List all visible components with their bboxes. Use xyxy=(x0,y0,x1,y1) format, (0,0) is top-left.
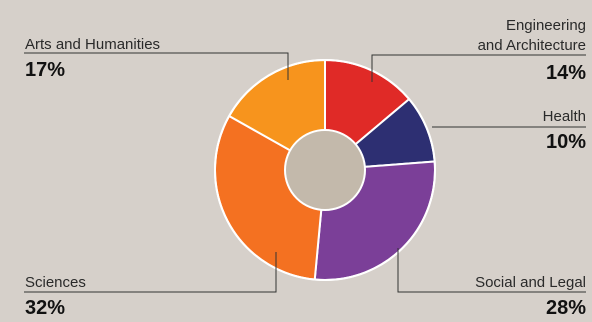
label-arts-name: Arts and Humanities xyxy=(25,36,160,53)
leader-line-arts xyxy=(24,52,289,80)
leader-line-social xyxy=(397,248,586,293)
donut-outer-ring xyxy=(214,59,436,281)
leader-line-engineering xyxy=(371,54,586,82)
label-engineering-name-2: and Architecture xyxy=(478,37,586,54)
label-sciences-value: 32% xyxy=(25,297,65,319)
label-arts-value: 17% xyxy=(25,59,65,81)
label-health-value: 10% xyxy=(546,131,586,153)
leader-line-sciences xyxy=(24,252,277,293)
label-social-value: 28% xyxy=(546,297,586,319)
label-sciences-name: Sciences xyxy=(25,274,86,291)
label-engineering-value: 14% xyxy=(546,62,586,84)
label-engineering-name-1: Engineering xyxy=(506,17,586,34)
donut-center xyxy=(284,129,366,211)
label-social-name: Social and Legal xyxy=(475,274,586,291)
label-health-name: Health xyxy=(543,108,586,125)
